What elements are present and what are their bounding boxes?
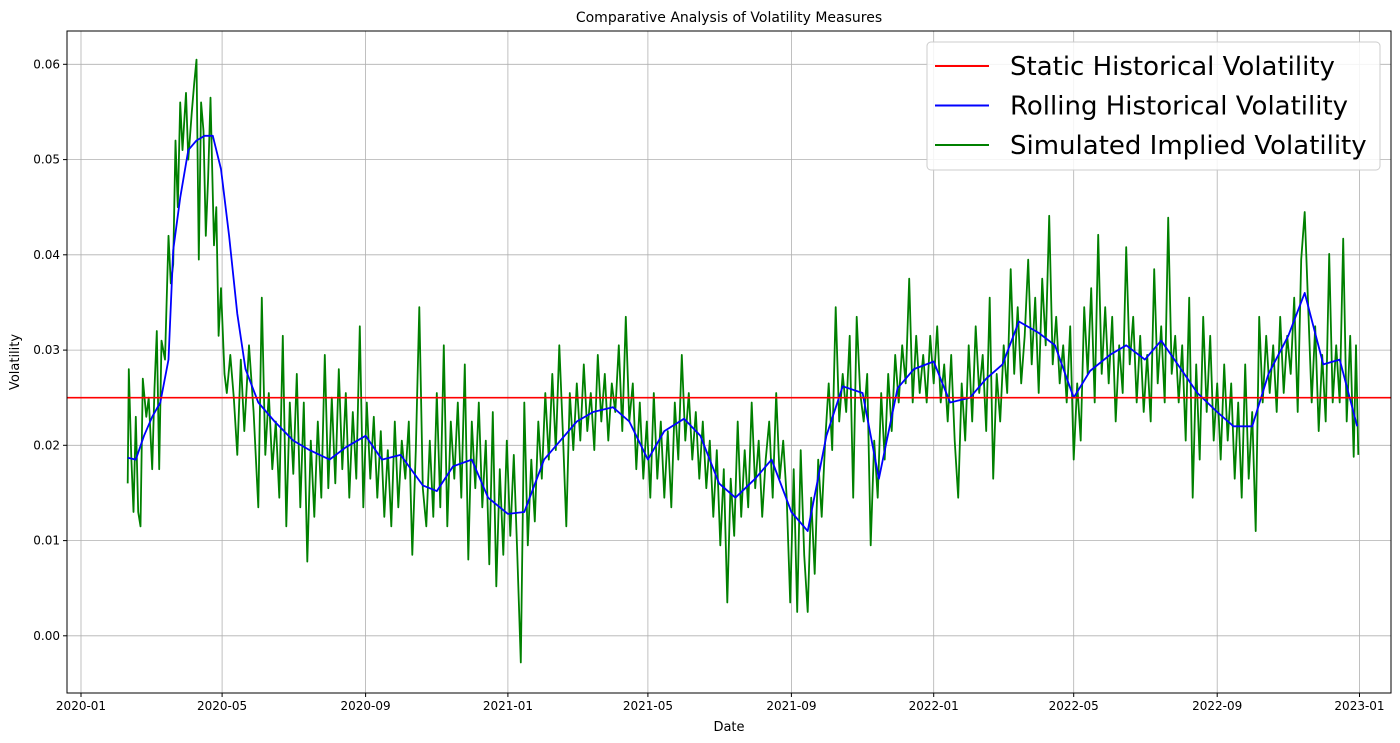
legend-box (926, 41, 1381, 171)
y-tick-label: 0.06 (33, 57, 60, 71)
y-tick-label: 0.03 (33, 343, 60, 357)
x-tick-label: 2022-01 (909, 699, 959, 713)
legend: Static Historical Volatility Rolling Hist… (926, 41, 1381, 171)
y-axis-label: Volatility (8, 334, 23, 390)
x-tick-label: 2021-09 (766, 699, 816, 713)
y-tick-label: 0.04 (33, 248, 60, 262)
x-tick-label: 2021-01 (483, 699, 533, 713)
y-axis: 0.00 0.01 0.02 0.03 0.04 0.05 0.06 (33, 57, 67, 643)
x-axis: 2020-01 2020-05 2020-09 2021-01 2021-05 2021-… (56, 693, 1385, 713)
chart-title: Comparative Analysis of Volatility Measu… (576, 10, 882, 26)
x-tick-label: 2020-05 (197, 699, 247, 713)
y-tick-label: 0.00 (33, 629, 60, 643)
x-tick-label: 2022-05 (1049, 699, 1099, 713)
x-tick-label: 2020-01 (56, 699, 106, 713)
legend-label: Static Historical Volatility (1010, 52, 1335, 82)
y-tick-label: 0.02 (33, 438, 60, 452)
x-tick-label: 2023-01 (1334, 699, 1384, 713)
series-layer (67, 58, 1391, 664)
x-tick-label: 2021-05 (623, 699, 673, 713)
y-tick-label: 0.01 (33, 534, 60, 548)
legend-label: Simulated Implied Volatility (1010, 131, 1367, 161)
plot-frame (66, 30, 1392, 694)
x-tick-label: 2020-09 (341, 699, 391, 713)
legend-label: Rolling Historical Volatility (1010, 92, 1348, 122)
rolling-historical-volatility-line (127, 134, 1359, 532)
simulated-implied-volatility-line (126, 58, 1360, 664)
x-tick-label: 2022-09 (1192, 699, 1242, 713)
y-tick-label: 0.05 (33, 153, 60, 167)
x-axis-label: Date (713, 720, 744, 735)
